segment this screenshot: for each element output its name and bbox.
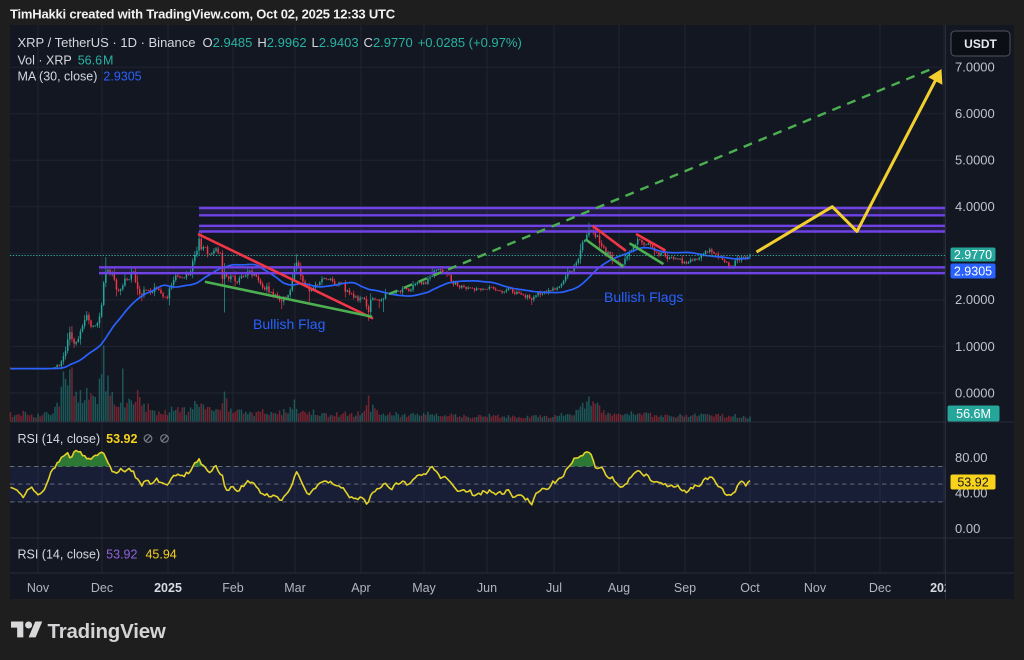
- svg-text:Oct: Oct: [740, 581, 760, 595]
- svg-text:56.6M: 56.6M: [956, 407, 991, 421]
- svg-text:Mar: Mar: [284, 581, 306, 595]
- svg-text:Apr: Apr: [351, 581, 370, 595]
- svg-text:6.0000: 6.0000: [955, 106, 995, 121]
- svg-text:Nov: Nov: [27, 581, 50, 595]
- svg-text:2.9305: 2.9305: [954, 264, 992, 278]
- svg-text:80.00: 80.00: [955, 450, 988, 465]
- svg-text:Dec: Dec: [869, 581, 891, 595]
- svg-text:2026: 2026: [930, 581, 958, 595]
- svg-text:4.0000: 4.0000: [955, 199, 995, 214]
- svg-text:Dec: Dec: [91, 581, 113, 595]
- svg-text:Sep: Sep: [674, 581, 696, 595]
- svg-text:5.0000: 5.0000: [955, 153, 995, 168]
- svg-text:May: May: [412, 581, 436, 595]
- svg-text:1.0000: 1.0000: [955, 339, 995, 354]
- svg-text:0.0000: 0.0000: [955, 385, 995, 400]
- svg-text:Nov: Nov: [804, 581, 827, 595]
- svg-text:Bullish Flag: Bullish Flag: [253, 316, 325, 332]
- svg-text:MA (30, close)2.9305: MA (30, close) 2.9305: [18, 70, 142, 84]
- svg-text:2.9770: 2.9770: [954, 248, 992, 262]
- svg-text:TimHakki created with TradingV: TimHakki created with TradingView.com, O…: [10, 7, 396, 22]
- svg-text:RSI (14, close)53.92: RSI (14, close) 53.92: [18, 432, 138, 446]
- svg-text:TradingView: TradingView: [48, 620, 166, 643]
- svg-text:USDT: USDT: [964, 37, 997, 51]
- svg-text:Jul: Jul: [546, 581, 562, 595]
- svg-text:Aug: Aug: [608, 581, 630, 595]
- svg-text:2.0000: 2.0000: [955, 292, 995, 307]
- svg-text:7.0000: 7.0000: [955, 60, 995, 75]
- svg-text:Feb: Feb: [222, 581, 244, 595]
- svg-text:53.92: 53.92: [957, 475, 988, 489]
- svg-text:Bullish Flags: Bullish Flags: [604, 289, 683, 305]
- svg-text:2025: 2025: [154, 581, 182, 595]
- svg-text:0.00: 0.00: [955, 521, 980, 536]
- svg-text:Jun: Jun: [477, 581, 497, 595]
